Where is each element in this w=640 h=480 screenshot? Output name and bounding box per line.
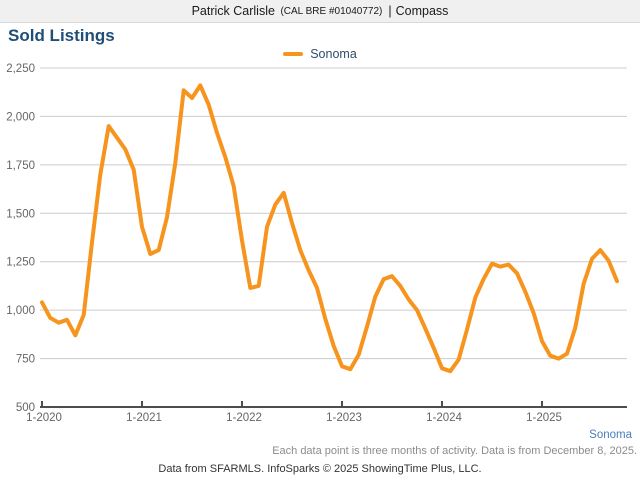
y-axis-label: 1,750: [6, 160, 35, 172]
x-axis-label: 1-2023: [326, 412, 362, 424]
sonoma-series-line[interactable]: [40, 83, 619, 374]
header-bar: Patrick Carlisle (CAL BRE #01040772) | Com…: [0, 0, 640, 23]
y-axis-label: 500: [16, 402, 35, 414]
legend-label: Sonoma: [310, 47, 357, 61]
y-axis-label: 2,000: [6, 111, 35, 123]
x-axis-label: 1-2022: [226, 412, 262, 424]
y-axis-label: 1,250: [6, 257, 35, 269]
region-link-sonoma[interactable]: Sonoma: [589, 429, 632, 441]
x-axis-label: 1-2020: [26, 412, 62, 424]
legend-item-sonoma[interactable]: Sonoma: [0, 47, 640, 61]
license-number: (CAL BRE #01040772): [280, 5, 383, 17]
y-axis-label: 750: [16, 354, 35, 366]
x-axis-label: 1-2021: [126, 412, 162, 424]
data-footnote: Each data point is three months of activ…: [272, 445, 637, 457]
y-axis-label: 1,500: [6, 208, 35, 220]
y-axis-label: 1,000: [6, 305, 35, 317]
attribution-text: Data from SFARMLS. InfoSparks © 2025 Sho…: [158, 463, 482, 475]
header-divider: |: [388, 4, 392, 18]
legend-color-swatch: [283, 52, 304, 56]
x-axis-label: 1-2025: [526, 412, 562, 424]
agent-name: Patrick Carlisle: [191, 4, 275, 18]
y-axis-label: 2,250: [6, 63, 35, 75]
x-axis-label: 1-2024: [426, 412, 462, 424]
brand-name: Compass: [395, 4, 449, 18]
page-title: Sold Listings: [8, 26, 115, 45]
